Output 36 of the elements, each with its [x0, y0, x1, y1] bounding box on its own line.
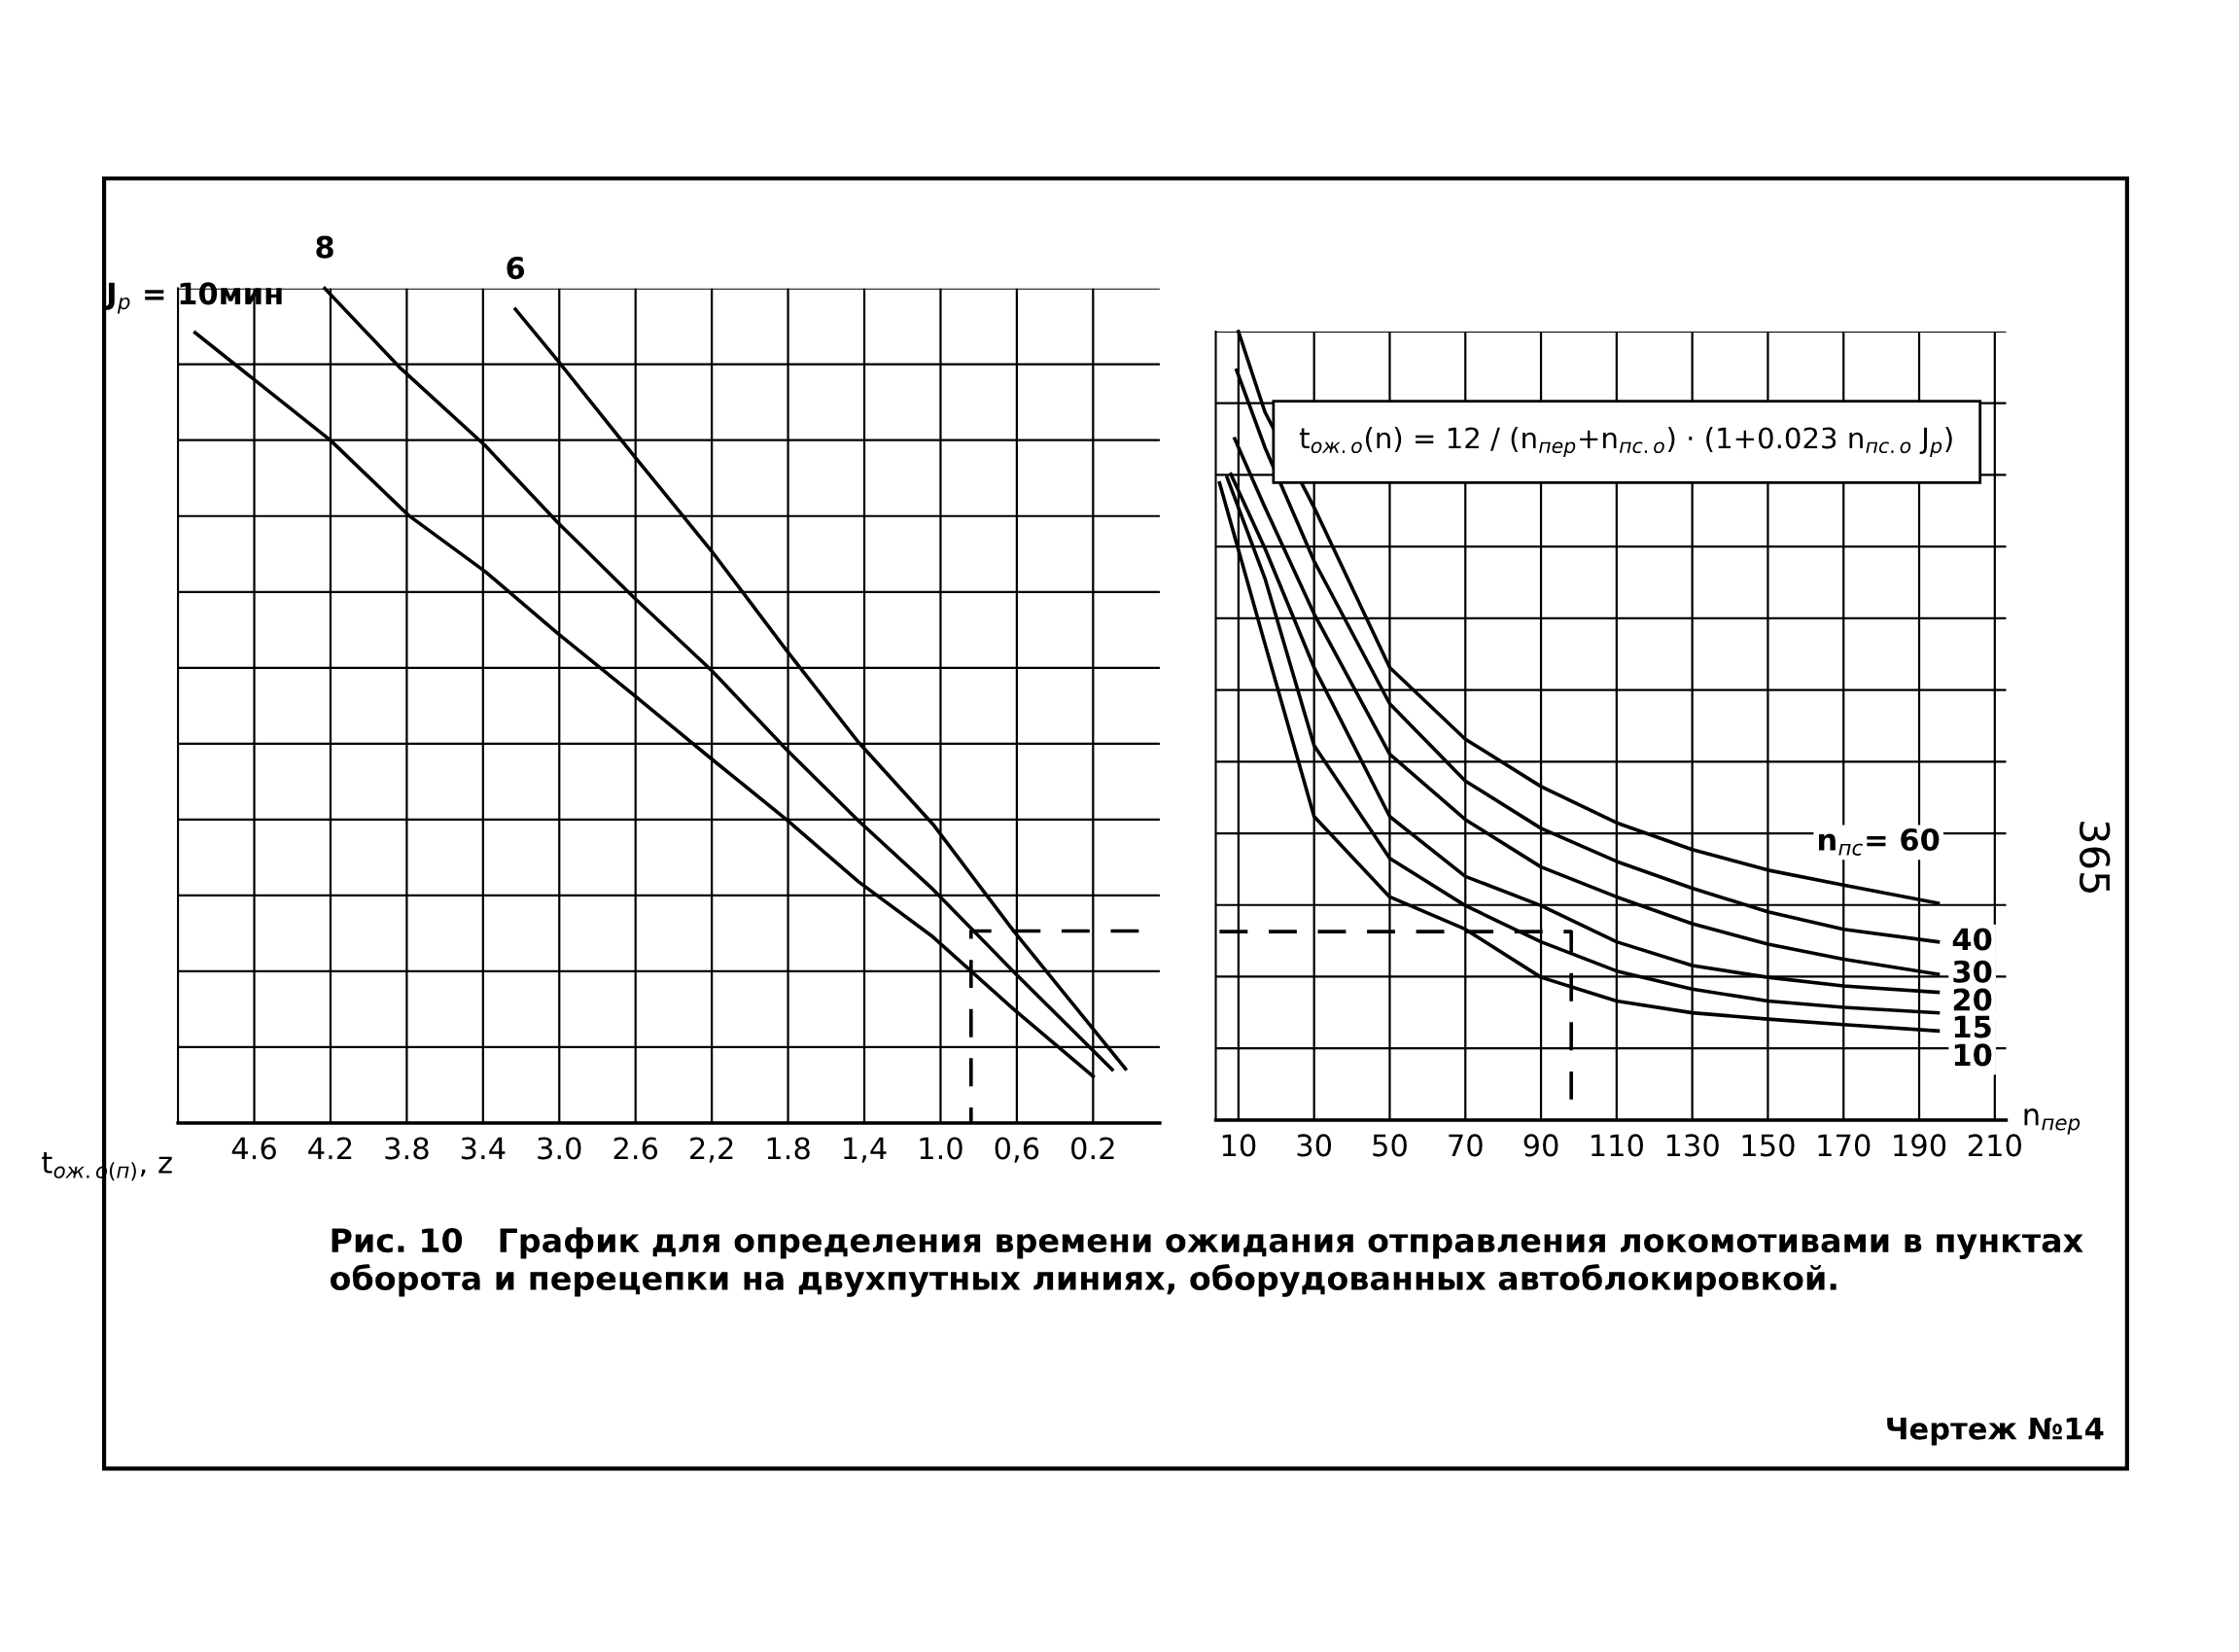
series-label: n$_{пс}$= 60 — [1819, 827, 1940, 856]
x-tick-label: 210 — [1968, 1134, 2021, 1157]
series-label: 30 — [1953, 960, 1992, 983]
x-tick-label: 2,2 — [690, 1137, 733, 1163]
text: Чертеж №14 — [1887, 1417, 2104, 1446]
x-tick-label: 190 — [1894, 1134, 1946, 1157]
x-tick-label: 150 — [1742, 1134, 1795, 1157]
x-tick-label: 3.4 — [461, 1137, 506, 1160]
x-tick-label: 1.0 — [920, 1137, 962, 1160]
x-tick-label: 0.2 — [1071, 1137, 1114, 1160]
x-tick-label: 0,6 — [995, 1137, 1039, 1163]
x-tick-label: 50 — [1373, 1134, 1407, 1157]
series-label: 6 — [507, 257, 525, 280]
x-tick-label: 2.6 — [613, 1137, 658, 1160]
x-tick-label: 1.8 — [767, 1137, 810, 1160]
series-label: 20 — [1953, 988, 1992, 1011]
x-tick-label: 30 — [1297, 1134, 1332, 1157]
text: 365 — [2079, 822, 2111, 893]
series-label: 10 — [1954, 1043, 1992, 1067]
x-tick-label: 1,4 — [844, 1137, 887, 1163]
x-axis-title: n$_{пер}$ — [2024, 1108, 2081, 1135]
series-label: 40 — [1952, 928, 1992, 951]
x-tick-label: 4.2 — [308, 1137, 352, 1160]
x-tick-label: 130 — [1666, 1134, 1719, 1157]
x-tick-label: 4.6 — [231, 1137, 276, 1160]
series-label: 8 — [316, 235, 333, 259]
x-tick-label: 3.8 — [385, 1137, 429, 1160]
x-tick-label: 90 — [1523, 1134, 1558, 1157]
text: t$_{ож.о}$(n) = 12 / (n$_{пер}$+n$_{пс.о}$) · (1+0.023 n$_{пс.о}$ J$_{р}$) — [1299, 426, 1952, 458]
x-tick-label: 70 — [1449, 1134, 1483, 1157]
text: Рис. 10 График для определения времени ожидания отправления локомотивами в пунктах оборота и перецепки на двухпутных линиях, оборудованных автоблокировкой. — [330, 1227, 2083, 1297]
series-label: 15 — [1954, 1015, 1991, 1038]
x-tick-label: 3.0 — [538, 1137, 581, 1160]
x-tick-label: 170 — [1818, 1134, 1871, 1157]
x-tick-label: 110 — [1592, 1134, 1643, 1157]
x-tick-label: 10 — [1222, 1134, 1256, 1157]
